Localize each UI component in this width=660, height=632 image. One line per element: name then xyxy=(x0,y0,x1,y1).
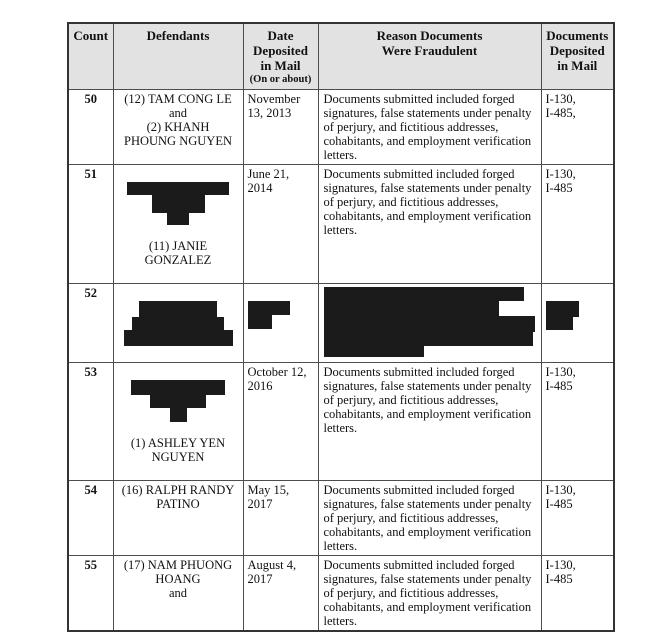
count-cell: 51 xyxy=(67,164,114,284)
documents-cell: I-130, I-485 xyxy=(540,164,615,284)
reason-cell: Documents submitted included forged sign… xyxy=(317,362,542,481)
table-row-count-51: 51 (11) JANIE GONZALEZ June 21, 2014 Doc… xyxy=(67,164,615,284)
table-row-count-50: 50 (12) TAM CONG LE and (2) KHANH PHOUNG… xyxy=(67,89,615,165)
reason-cell: Documents submitted included forged sign… xyxy=(317,89,542,165)
header-reason: Reason Documents Were Fraudulent xyxy=(317,22,542,90)
defendants-cell: (17) NAM PHUONG HOANG and xyxy=(112,555,244,632)
documents-cell: I-130, I-485 xyxy=(540,480,615,556)
reason-cell: Documents submitted included forged sign… xyxy=(317,480,542,556)
date-cell xyxy=(242,283,319,363)
header-documents-label: Documents Deposited in Mail xyxy=(546,28,609,73)
redaction-block xyxy=(247,300,316,329)
date-cell: November 13, 2013 xyxy=(242,89,319,165)
table-row-count-53: 53 (1) ASHLEY YEN NGUYEN October 12, 201… xyxy=(67,362,615,481)
redaction-block xyxy=(117,379,240,422)
table-row-count-55: 55 (17) NAM PHUONG HOANG and August 4, 2… xyxy=(67,555,615,632)
date-cell: June 21, 2014 xyxy=(242,164,319,284)
reason-cell: Documents submitted included forged sign… xyxy=(317,555,542,632)
defendants-cell: (16) RALPH RANDY PATINO xyxy=(112,480,244,556)
defendants-cell xyxy=(112,283,244,363)
count-cell: 54 xyxy=(67,480,114,556)
reason-cell: Documents submitted included forged sign… xyxy=(317,164,542,284)
table-header: Count Defendants Date Deposited in Mail(… xyxy=(67,22,615,90)
date-cell: October 12, 2016 xyxy=(242,362,319,481)
header-date-deposited: Date Deposited in Mail (On or about) xyxy=(242,22,319,90)
redaction-block xyxy=(545,300,612,330)
header-defendants-label: Defendants xyxy=(146,28,210,43)
header-count-label: Count xyxy=(73,28,109,43)
count-cell: 55 xyxy=(67,555,114,632)
defendants-cell: (1) ASHLEY YEN NGUYEN xyxy=(112,362,244,481)
defendant-name: (1) ASHLEY YEN NGUYEN xyxy=(130,436,226,464)
reason-cell xyxy=(317,283,542,363)
defendants-cell: (12) TAM CONG LE and (2) KHANH PHOUNG NG… xyxy=(112,89,244,165)
count-cell: 50 xyxy=(67,89,114,165)
header-count: Count xyxy=(67,22,114,90)
header-date-sublabel: (On or about) xyxy=(249,74,312,85)
date-cell: May 15, 2017 xyxy=(242,480,319,556)
header-documents: Documents Deposited in Mail xyxy=(540,22,615,90)
defendant-name: (11) JANIE GONZALEZ xyxy=(144,239,212,267)
count-cell: 52 xyxy=(67,283,114,363)
defendants-cell: (11) JANIE GONZALEZ xyxy=(112,164,244,284)
indictment-counts-table: Count Defendants Date Deposited in Mail(… xyxy=(67,22,615,632)
redaction-block xyxy=(117,300,240,346)
redaction-block xyxy=(323,286,538,357)
header-defendants: Defendants xyxy=(112,22,244,90)
table-row-count-54: 54 (16) RALPH RANDY PATINO May 15, 2017 … xyxy=(67,480,615,556)
table-row-count-52: 52 xyxy=(67,283,615,363)
documents-cell xyxy=(540,283,615,363)
redaction-block xyxy=(117,181,240,225)
header-reason-label: Reason Documents Were Fraudulent xyxy=(376,28,483,58)
documents-cell: I-130, I-485 xyxy=(540,362,615,481)
count-cell: 53 xyxy=(67,362,114,481)
header-date-label: Date Deposited in Mail xyxy=(253,28,308,73)
documents-cell: I-130, I-485 xyxy=(540,555,615,632)
date-cell: August 4, 2017 xyxy=(242,555,319,632)
documents-cell: I-130, I-485, xyxy=(540,89,615,165)
